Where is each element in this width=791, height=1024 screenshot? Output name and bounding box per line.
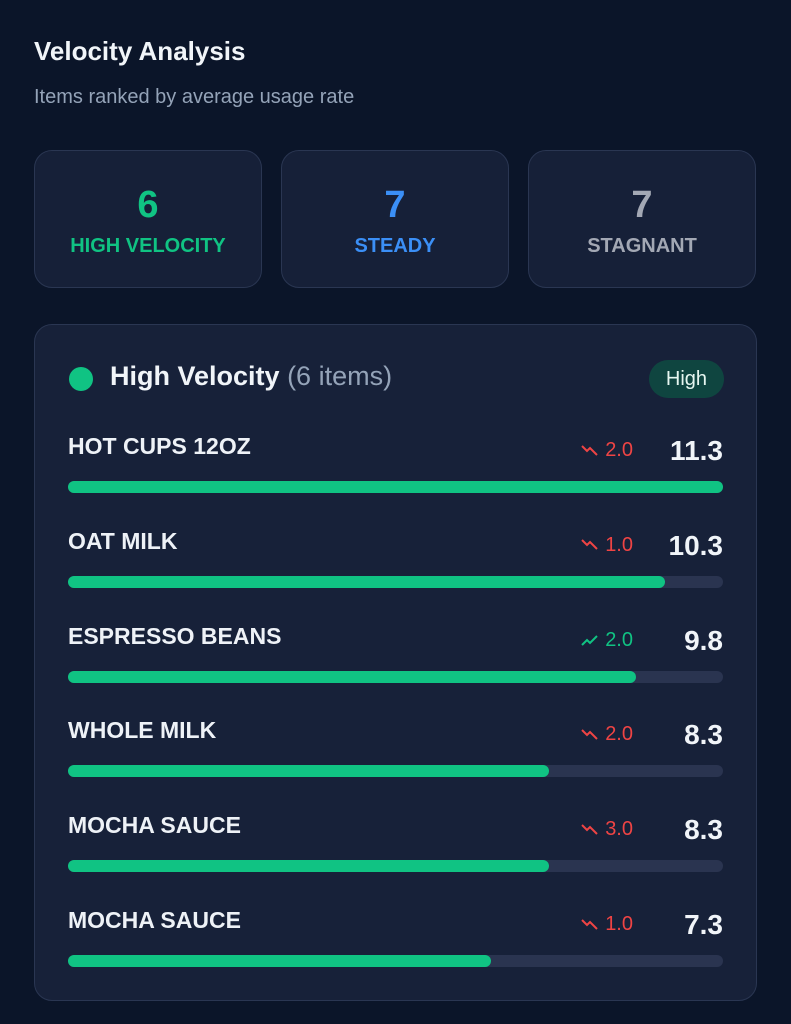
trend-value: 3.0 — [605, 818, 633, 841]
item-name: MOCHA SAUCE — [68, 812, 241, 839]
trend-value: 1.0 — [605, 913, 633, 935]
item-name: HOT CUPS 12OZ — [68, 433, 251, 459]
item-trend: 1.0 — [581, 534, 633, 557]
stat-label: HIGH VELOCITY — [70, 235, 226, 257]
stat-label: STAGNANT — [587, 235, 697, 257]
trend-value: 2.0 — [605, 628, 633, 651]
section-title: High Velocity — [110, 361, 280, 391]
bar-track — [68, 860, 723, 873]
bar-track — [68, 765, 723, 778]
item-rate: 8.3 — [684, 719, 723, 751]
bar-track — [68, 481, 723, 493]
stat-value: 7 — [631, 184, 653, 226]
status-dot — [69, 367, 93, 391]
section-heading: High Velocity (6 items) — [110, 361, 392, 392]
bar — [68, 955, 492, 967]
bar-track — [68, 670, 723, 683]
trend-value: 1.0 — [605, 533, 633, 556]
item-trend: 2.0 — [581, 723, 633, 746]
item-rate: 8.3 — [684, 814, 723, 846]
section-panel: High Velocity (6 items) High — [34, 324, 757, 1001]
item-trend: 2.0 — [581, 629, 633, 652]
item-rate: 10.3 — [668, 529, 724, 561]
section-count: (6 items) — [287, 361, 393, 391]
stat-card: 6 HIGH VELOCITY — [34, 150, 262, 288]
item-name: WHOLE MILK — [68, 717, 217, 744]
stat-value: 7 — [384, 184, 406, 226]
trend-value: 2.0 — [605, 723, 633, 746]
stat-label: STEADY — [354, 235, 436, 257]
item-rate: 9.8 — [684, 624, 723, 656]
trend-icon — [581, 729, 598, 740]
stat-card: 7 STAGNANT — [528, 150, 756, 288]
badge: High — [649, 360, 724, 398]
item-trend: 2.0 — [581, 439, 633, 462]
title: Velocity Analysis — [34, 36, 246, 66]
stat-value: 6 — [137, 184, 159, 226]
item-rate: 11.3 — [670, 435, 723, 466]
item-name: OAT MILK — [68, 527, 178, 554]
bar-track — [68, 575, 723, 588]
item-trend: 3.0 — [581, 818, 633, 841]
item-name: MOCHA SAUCE — [68, 907, 241, 933]
trend-icon — [581, 918, 598, 930]
trend-icon — [581, 635, 598, 646]
bar — [68, 860, 550, 873]
item-rate: 7.3 — [684, 909, 723, 940]
bar-track — [68, 955, 723, 967]
trend-icon — [581, 823, 598, 835]
trend-icon — [581, 539, 598, 551]
item-name: ESPRESSO BEANS — [68, 622, 282, 649]
subtitle: Items ranked by average usage rate — [34, 86, 355, 108]
bar — [68, 765, 550, 778]
bar — [68, 575, 666, 588]
bar — [68, 670, 637, 683]
item-trend: 1.0 — [581, 913, 633, 936]
trend-icon — [581, 444, 598, 456]
bar — [68, 481, 723, 493]
stat-card: 7 STEADY — [281, 150, 509, 288]
trend-value: 2.0 — [605, 439, 633, 461]
